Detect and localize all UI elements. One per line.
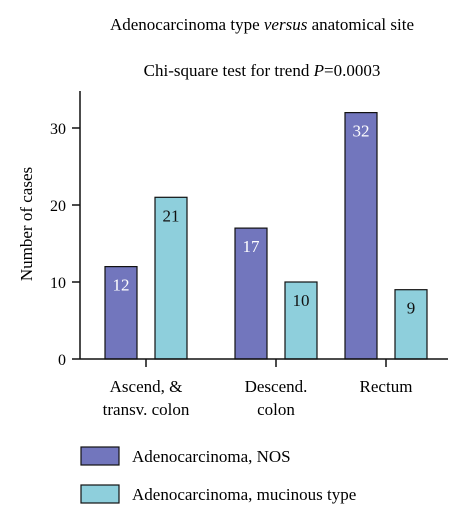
bar-nos	[344, 111, 378, 360]
legend-label: Adenocarcinoma, mucinous type	[132, 485, 356, 504]
bar-value-label: 10	[293, 291, 310, 310]
bar-value-label: 9	[407, 299, 416, 318]
bar-value-label: 32	[353, 122, 370, 141]
legend: Adenocarcinoma, NOS Adenocarcinoma, mucin…	[80, 446, 356, 504]
legend-swatch	[80, 484, 120, 504]
chart-title: Adenocarcinoma type versus anatomical si…	[110, 15, 414, 34]
y-tick-label: 30	[50, 121, 66, 138]
bar-nos	[234, 227, 268, 360]
bar-mucinous	[394, 289, 428, 360]
legend-swatch	[80, 446, 120, 466]
category-label: Rectum	[360, 377, 413, 396]
bar-nos	[104, 266, 138, 360]
x-axis: Ascend, & transv. colon Descend. colon Rectu…	[80, 358, 448, 419]
chart-subtitle: Chi-square test for trend P=0.0003	[144, 61, 381, 80]
y-axis-label: Number of cases	[17, 167, 36, 281]
bar-value-label: 12	[113, 276, 130, 295]
bar-value-label: 21	[163, 206, 180, 225]
category-label: Descend. colon	[245, 377, 308, 419]
bars: 12 21 17 10 32 9	[104, 111, 428, 360]
y-tick-label: 0	[58, 352, 66, 369]
bar-mucinous	[284, 281, 318, 360]
legend-label: Adenocarcinoma, NOS	[132, 447, 291, 466]
category-label: Ascend, & transv. colon	[103, 377, 190, 419]
bar-value-label: 17	[243, 237, 261, 256]
y-axis: 0 10 20 30	[50, 91, 81, 369]
y-tick-label: 20	[50, 198, 66, 215]
y-tick-label: 10	[50, 275, 66, 292]
